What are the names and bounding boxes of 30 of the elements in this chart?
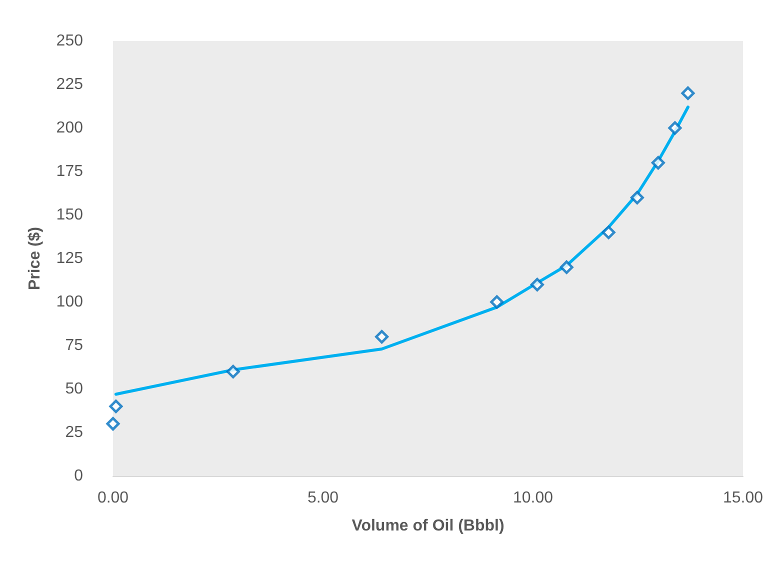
- y-tick-label: 50: [65, 380, 84, 398]
- y-tick-label: 75: [65, 337, 84, 354]
- y-tick-label: 0: [74, 468, 84, 484]
- y-tick-label: 200: [56, 120, 84, 136]
- point: [530, 278, 544, 292]
- x-tick-label: 10.00: [512, 490, 554, 506]
- y-tick-label: 100: [56, 294, 84, 310]
- point: [560, 260, 574, 274]
- point: [668, 121, 682, 135]
- y-tick-label: 250: [56, 32, 84, 50]
- point: [602, 226, 616, 240]
- x-tick-label: 15.00: [722, 490, 764, 506]
- y-tick-label: 125: [56, 250, 84, 267]
- point: [630, 190, 644, 204]
- y-tick-label: 150: [56, 206, 84, 224]
- point: [109, 400, 123, 414]
- y-tick-label: 175: [56, 163, 84, 180]
- x-tick-label: 0.00: [97, 490, 129, 506]
- y-axis-title: Price ($): [26, 226, 44, 290]
- point: [226, 364, 240, 378]
- point: [490, 295, 504, 309]
- point: [651, 156, 665, 170]
- x-axis-title: Volume of Oil (Bbbl): [352, 518, 504, 534]
- point: [375, 330, 389, 344]
- point: [681, 86, 695, 100]
- point: [106, 417, 120, 431]
- line-series: [114, 106, 690, 396]
- y-tick-label: 225: [56, 76, 84, 93]
- x-tick-label: 5.00: [307, 490, 339, 506]
- y-tick-label: 25: [65, 424, 84, 441]
